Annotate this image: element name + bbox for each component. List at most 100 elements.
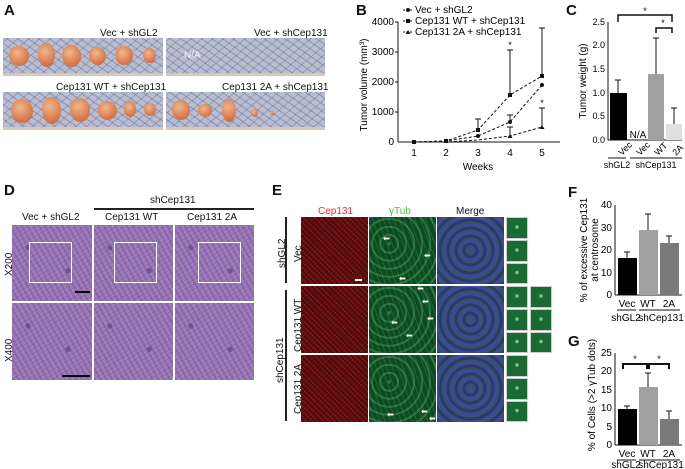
panel-d-letter: D [4, 182, 15, 199]
svg-text:*: * [661, 18, 665, 28]
legend-wt: Cep131 WT + shCep131 [415, 16, 526, 27]
svg-text:20: 20 [601, 366, 613, 377]
panel-a-label-2a: Cep131 2A + shCep131 [222, 82, 329, 93]
svg-text:0: 0 [388, 137, 394, 148]
svg-text:2A: 2A [670, 143, 685, 158]
svg-text:5: 5 [539, 148, 545, 159]
if-wt-gtub: ⬅ ⬅ ⬅ ⬅ ⬅ [369, 285, 436, 353]
na-bar-label: N/A [630, 130, 647, 141]
svg-text:0: 0 [606, 290, 612, 301]
svg-text:30: 30 [601, 223, 613, 234]
svg-text:3: 3 [475, 148, 481, 159]
row-group-shcep131: shCep131 [275, 337, 286, 383]
tumor-photo-vec-shgl2 [3, 38, 163, 76]
svg-text:shGL2: shGL2 [611, 313, 641, 324]
svg-text:*: * [633, 354, 637, 364]
svg-text:3000: 3000 [372, 47, 395, 58]
svg-text:Vec: Vec [634, 139, 652, 157]
he-x400-vec [12, 303, 92, 380]
svg-text:Vec: Vec [616, 139, 634, 157]
y-axis-title-line1: % of excessive Cep131 [579, 197, 590, 302]
svg-text:10: 10 [601, 268, 613, 279]
y-tick-labels: 4000 3000 2000 1000 0 [372, 17, 395, 148]
svg-text:5: 5 [606, 422, 612, 433]
he-x200-wt [94, 225, 173, 301]
inset [506, 355, 528, 377]
channel-gtub: γTub [389, 206, 411, 217]
tumor-volume-line-chart: Vec + shGL2 Cep131 WT + shCep131 Cep131 … [359, 5, 560, 173]
col-cep131-2a: Cep131 2A [187, 212, 238, 223]
inset [506, 309, 528, 331]
panel-c-letter: C [566, 2, 577, 19]
svg-text:15: 15 [601, 385, 613, 396]
svg-text:*: * [643, 6, 647, 16]
col-cep131-wt: Cep131 WT [105, 212, 159, 223]
svg-text:4000: 4000 [372, 17, 395, 28]
svg-text:4: 4 [507, 148, 513, 159]
panel-a-label-wt: Cep131 WT + shCep131 [56, 82, 167, 93]
svg-text:shCep131: shCep131 [638, 313, 684, 324]
svg-text:0.0: 0.0 [592, 135, 605, 145]
tumor-photo-wt [3, 92, 163, 130]
tumor-photo-2a [166, 92, 325, 130]
y-axis-title: Tumor weight (g) [578, 43, 589, 118]
y-axis-title-line2: at centrosome [590, 218, 601, 282]
excessive-cep131-bar-chart: 0 10 20 30 40 % of excessive Cep131 at c… [579, 197, 684, 324]
sig-week5: * [540, 98, 544, 108]
channel-merge: Merge [456, 206, 485, 217]
svg-text:20: 20 [601, 245, 613, 256]
svg-text:2000: 2000 [372, 77, 395, 88]
channel-cep131: Cep131 [318, 206, 354, 217]
svg-text:WT: WT [640, 449, 656, 460]
svg-text:1000: 1000 [372, 107, 395, 118]
inset [506, 217, 528, 239]
x-axis-title: Weeks [463, 162, 493, 173]
if-wt-cep131 [301, 286, 368, 353]
sig-week4: * [508, 40, 512, 50]
svg-text:shGL2: shGL2 [604, 160, 631, 170]
svg-text:2A: 2A [663, 299, 676, 310]
panel-g-letter: G [568, 333, 580, 350]
svg-text:40: 40 [601, 200, 613, 211]
svg-text:shCep131: shCep131 [635, 160, 676, 170]
svg-text:*: * [657, 354, 661, 364]
he-x400-wt [94, 303, 173, 380]
svg-text:2.5: 2.5 [592, 17, 605, 27]
svg-text:shCep131: shCep131 [638, 460, 684, 469]
inset [506, 332, 528, 353]
inset [506, 240, 528, 262]
svg-text:1.5: 1.5 [592, 64, 605, 74]
svg-text:Vec: Vec [619, 299, 636, 310]
tumor-weight-bar-chart: 0.0 0.5 1.0 1.5 2.0 2.5 Tumor weight (g)… [578, 6, 685, 170]
na-label: N/A [184, 50, 201, 61]
legend: Vec + shGL2 Cep131 WT + shCep131 Cep131 … [403, 5, 526, 38]
svg-text:1.0: 1.0 [592, 88, 605, 98]
inset [530, 309, 552, 331]
legend-vec-shgl2: Vec + shGL2 [415, 5, 473, 16]
y-axis-title: Tumor volume (mm³) [359, 39, 370, 132]
inset [530, 332, 552, 353]
svg-text:1: 1 [411, 148, 417, 159]
col-vec-shgl2: Vec + shGL2 [22, 212, 80, 223]
if-vec-gtub: ⬅ ⬅ ⬅ [369, 217, 436, 284]
he-x200-vec [12, 225, 92, 301]
svg-text:Vec: Vec [619, 449, 636, 460]
he-x200-2a [175, 225, 254, 301]
he-x400-2a [175, 303, 254, 380]
panel-e-letter: E [272, 182, 283, 199]
panel-a-label-vec-shcep131: Vec + shCep131 [254, 28, 328, 39]
row-group-shgl2: shGL2 [277, 238, 288, 268]
if-2a-gtub: ⬅ ⬅ ⬅ [369, 355, 436, 423]
if-wt-merge [437, 286, 504, 353]
shcep131-header: shCep131 [150, 195, 196, 206]
if-vec-cep131 [301, 217, 368, 284]
svg-text:25: 25 [601, 348, 613, 359]
svg-text:2: 2 [443, 148, 449, 159]
tumor-photo-vec-shcep131: N/A [166, 38, 325, 76]
legend-2a: Cep131 2A + shCep131 [415, 27, 522, 38]
inset [506, 401, 528, 422]
x-tick-labels: 1 2 3 4 5 [411, 148, 545, 159]
panel-a-label-vec-shgl2: Vec + shGL2 [100, 28, 158, 39]
panel-b-letter: B [356, 2, 367, 19]
inset [506, 286, 528, 308]
